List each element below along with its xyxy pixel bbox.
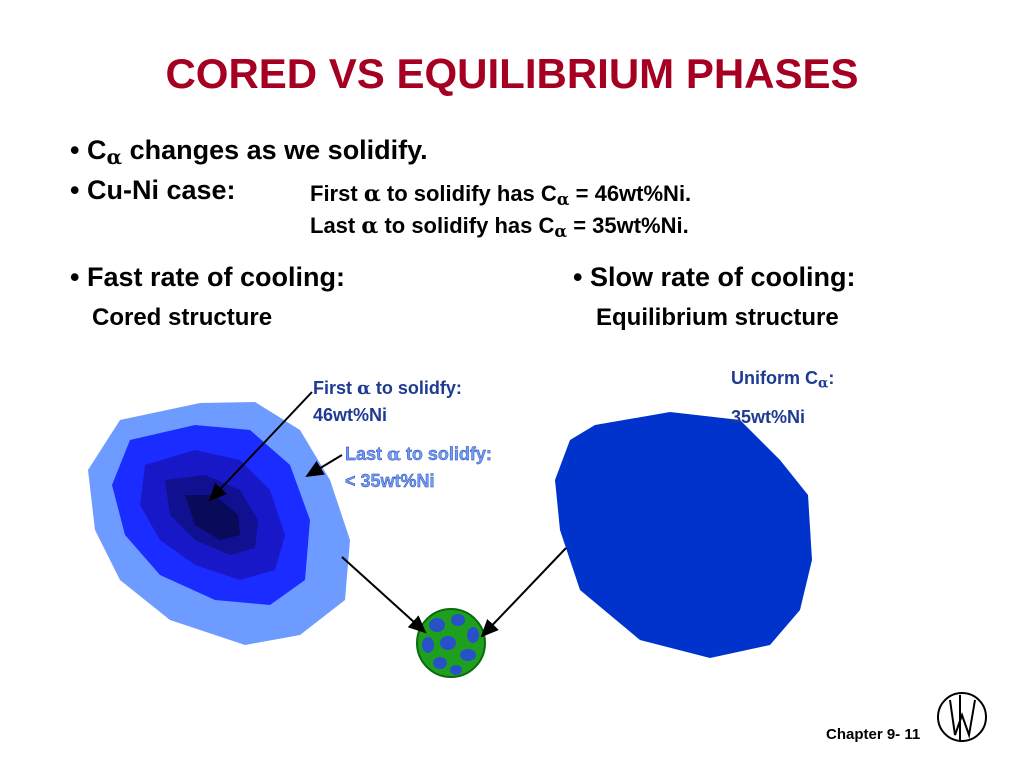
text: 46wt%Ni bbox=[313, 405, 388, 425]
text: C bbox=[86, 135, 107, 165]
symbol: α bbox=[554, 222, 568, 242]
bullet: • Cu-Ni case: bbox=[70, 175, 236, 205]
text: to solidify has C bbox=[386, 181, 557, 206]
symbol: α bbox=[363, 181, 381, 207]
column-subheading: Equilibrium structure bbox=[596, 304, 839, 331]
text: Last bbox=[345, 444, 383, 464]
text: to solidfy: bbox=[375, 378, 462, 398]
bullet: • Cα changes as we solidify. bbox=[70, 135, 428, 170]
text: to solidfy: bbox=[405, 444, 492, 464]
arrow bbox=[305, 454, 343, 478]
symbol: α bbox=[387, 444, 401, 465]
text: = 46wt%Ni. bbox=[575, 181, 692, 206]
case-line: First α to solidify has Cα = 46wt%Ni. bbox=[310, 181, 691, 209]
arrow bbox=[208, 391, 313, 502]
title: CORED VS EQUILIBRIUM PHASES bbox=[165, 50, 859, 97]
text: to solidify has C bbox=[384, 213, 555, 238]
text: = 35wt%Ni. bbox=[573, 213, 689, 238]
column-heading: • Fast rate of cooling: bbox=[70, 262, 345, 292]
symbol: α bbox=[818, 375, 829, 392]
text: < 35wt%Ni bbox=[345, 471, 435, 491]
cored-core bbox=[185, 495, 240, 540]
text: First bbox=[310, 181, 358, 206]
symbol: α bbox=[556, 190, 570, 210]
symbol: α bbox=[361, 213, 379, 239]
footer: Chapter 9- 11 bbox=[826, 726, 921, 743]
annotation: Uniform Cα: 35wt%Ni bbox=[731, 361, 834, 434]
annotation: First α to solidfy: 46wt%Ni bbox=[313, 375, 462, 428]
text: First bbox=[313, 378, 353, 398]
text: Cu-Ni case: bbox=[86, 175, 236, 205]
grain-blobs bbox=[422, 614, 479, 675]
equilibrium-grain bbox=[555, 412, 812, 658]
text: Slow rate of cooling: bbox=[589, 262, 856, 292]
annotation: Last α to solidfy: < 35wt%Ni bbox=[345, 441, 492, 494]
column-subheading: Cored structure bbox=[92, 304, 273, 331]
symbol: α bbox=[106, 145, 123, 170]
text: changes as we solidify. bbox=[129, 135, 428, 165]
symbol: α bbox=[357, 378, 371, 399]
text: Last bbox=[310, 213, 356, 238]
logo bbox=[937, 692, 987, 742]
text: Uniform C bbox=[731, 368, 818, 388]
text: Fast rate of cooling: bbox=[86, 262, 345, 292]
text: 35wt%Ni bbox=[731, 407, 806, 428]
arrow bbox=[480, 547, 567, 638]
column-heading: • Slow rate of cooling: bbox=[573, 262, 856, 292]
case-line: Last α to solidify has Cα = 35wt%Ni. bbox=[310, 213, 689, 241]
arrow bbox=[341, 556, 427, 634]
text: : bbox=[828, 368, 835, 388]
